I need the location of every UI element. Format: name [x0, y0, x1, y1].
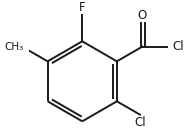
Text: F: F: [79, 1, 86, 14]
Text: O: O: [138, 9, 147, 22]
Text: Cl: Cl: [172, 40, 184, 53]
Text: CH₃: CH₃: [4, 42, 23, 52]
Text: Cl: Cl: [135, 116, 146, 129]
